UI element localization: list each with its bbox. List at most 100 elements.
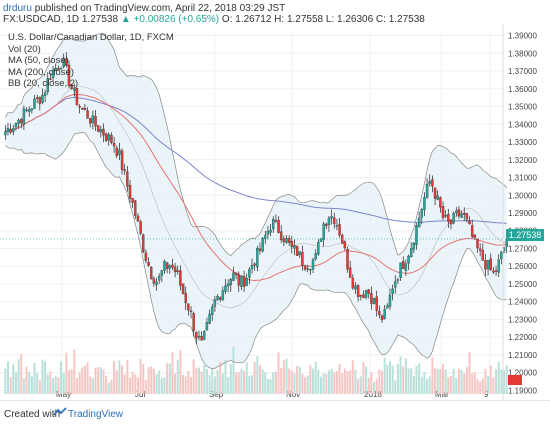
volume-bar <box>97 366 100 394</box>
volume-bar <box>75 378 78 394</box>
volume-bar <box>293 373 296 394</box>
candle-body <box>346 248 349 270</box>
candle-body <box>277 219 280 233</box>
candle-body <box>104 133 108 141</box>
candle-body <box>12 128 15 133</box>
volume-bar <box>447 377 450 394</box>
volume-bar <box>245 362 248 394</box>
candle-body <box>176 270 179 272</box>
scroll-to-end-marker[interactable] <box>508 375 522 385</box>
candle-body <box>476 238 479 249</box>
volume-bar <box>380 370 384 394</box>
candle-body <box>245 278 248 286</box>
volume-bar <box>322 373 325 394</box>
volume-bar <box>25 366 28 394</box>
volume-bar <box>36 372 39 394</box>
legend-ma50[interactable]: MA (50, close) <box>8 55 69 66</box>
volume-bar <box>211 368 214 394</box>
chart-area[interactable]: 1.39000 1.38000 1.37000 1.36000 1.35000 1.340… <box>0 24 550 400</box>
volume-bar <box>426 379 429 394</box>
volume-bar <box>94 367 97 394</box>
volume-bar <box>208 375 211 394</box>
volume-bar <box>312 368 315 394</box>
volume-bar <box>134 374 137 394</box>
y-tick-label: 1.24000 <box>508 298 537 307</box>
volume-bar <box>205 369 208 394</box>
volume-bar <box>128 377 132 394</box>
legend-volume[interactable]: Vol (20) <box>8 43 41 55</box>
volume-bar <box>444 369 447 394</box>
volume-bar <box>221 373 224 394</box>
legend-bollinger[interactable]: BB (20, close, 2) <box>8 78 79 89</box>
candle-body <box>383 309 386 319</box>
price-chart[interactable]: 1.39000 1.38000 1.37000 1.36000 1.35000 1.340… <box>0 24 550 400</box>
candle-body <box>221 290 225 301</box>
legend-ma200[interactable]: MA (200, close) <box>8 66 74 78</box>
candle-body <box>295 246 299 256</box>
candle-body <box>157 276 161 281</box>
volume-bar <box>99 367 102 394</box>
volume-bar <box>296 365 299 394</box>
volume-bar <box>420 376 423 394</box>
volume-bar <box>479 381 482 394</box>
legend-title: U.S. Dollar/Canadian Dollar, 1D, FXCM <box>8 32 174 43</box>
candle-body <box>237 274 240 286</box>
volume-bar <box>4 368 7 394</box>
candle-body <box>375 296 378 311</box>
volume-bar <box>237 372 240 394</box>
candle-body <box>486 260 490 270</box>
candle-body <box>452 212 455 224</box>
y-tick-label: 1.26000 <box>508 262 537 271</box>
tradingview-logo-icon <box>53 407 67 416</box>
volume-bar <box>30 376 33 394</box>
candle-body <box>136 215 140 222</box>
volume-bar <box>365 366 368 394</box>
volume-bar <box>65 352 68 394</box>
volume-bar <box>439 369 442 394</box>
volume-bar <box>184 376 187 394</box>
bollinger-basis-line <box>5 86 507 309</box>
volume-bar <box>359 376 362 394</box>
candle-body <box>118 149 121 155</box>
candle-body <box>439 197 442 208</box>
volume-bar <box>386 364 389 394</box>
created-with-label: Created with <box>4 409 61 420</box>
volume-bar <box>166 363 169 394</box>
candle-body <box>388 294 392 307</box>
price-change: ▲ +0.00826 (+0.65%) <box>120 14 220 25</box>
y-tick-label: 1.32000 <box>508 156 537 165</box>
candle-body <box>293 245 296 249</box>
volume-bar <box>49 371 52 394</box>
candle-body <box>343 241 347 249</box>
volume-bar <box>216 369 219 394</box>
volume-bar <box>139 358 142 394</box>
candle-body <box>311 259 315 270</box>
volume-bar <box>6 361 9 394</box>
candle-body <box>81 107 84 110</box>
volume-bar <box>489 365 492 394</box>
candle-body <box>86 110 89 119</box>
candle-body <box>25 109 28 112</box>
candle-body <box>179 270 182 286</box>
chart-legend: U.S. Dollar/Canadian Dollar, 1D, FXCM Vo… <box>8 32 174 90</box>
candle-body <box>325 223 328 226</box>
candle-body <box>120 150 124 170</box>
candle-body <box>43 92 47 96</box>
candle-body <box>391 288 394 294</box>
author-name[interactable]: drduru <box>3 3 32 14</box>
tradingview-brand[interactable]: TradingView <box>68 409 124 420</box>
volume-bar <box>38 380 41 394</box>
candle-body <box>484 260 487 270</box>
volume-bar <box>176 359 179 394</box>
candle-body <box>59 68 63 70</box>
candle-body <box>306 268 309 270</box>
candle-body <box>234 272 238 276</box>
volume-bar <box>160 377 163 394</box>
candle-body <box>173 266 177 273</box>
volume-bar <box>235 372 238 394</box>
volume-bar <box>402 366 405 394</box>
symbol-label: FX:USDCAD, 1D <box>3 14 80 25</box>
candle-body <box>192 313 195 332</box>
volume-bar <box>442 364 445 394</box>
candle-body <box>195 332 198 339</box>
